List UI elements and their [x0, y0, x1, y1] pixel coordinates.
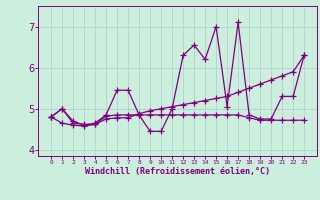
X-axis label: Windchill (Refroidissement éolien,°C): Windchill (Refroidissement éolien,°C) [85, 167, 270, 176]
